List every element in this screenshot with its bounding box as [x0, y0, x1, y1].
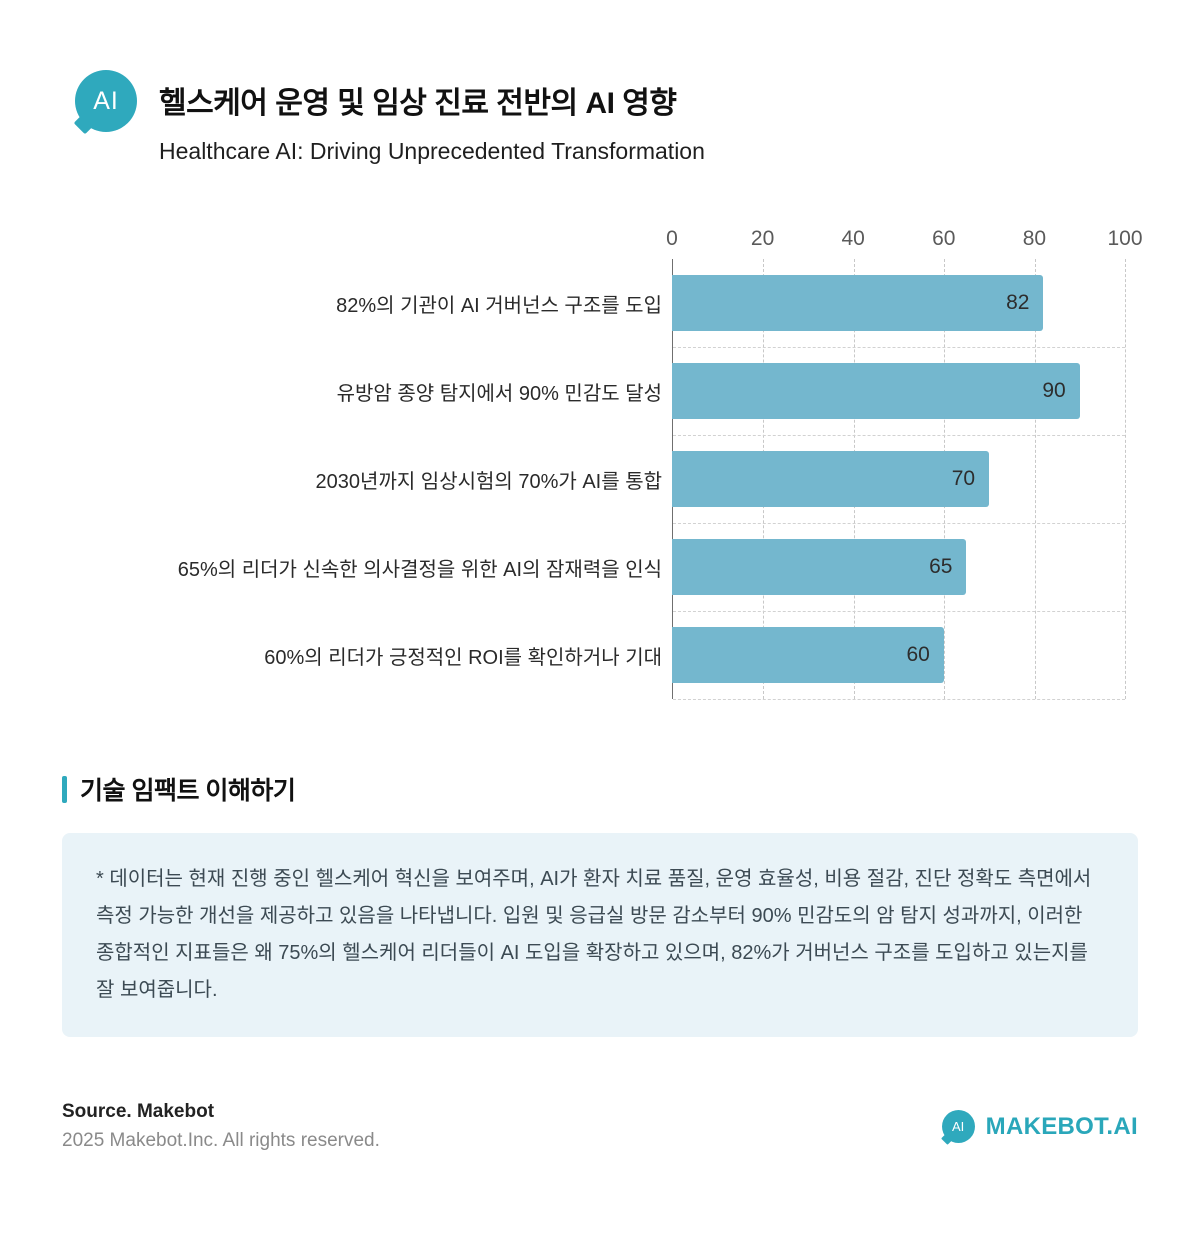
x-tick-label: 80 [1022, 227, 1047, 250]
bar-track: 90 [672, 347, 1125, 435]
chart-row: 82%의 기관이 AI 거버넌스 구조를 도입 82 [62, 259, 1125, 347]
gridline-horizontal [673, 435, 1125, 436]
note-text: * 데이터는 현재 진행 중인 헬스케어 혁신을 보여주며, AI가 환자 치료… [96, 868, 1092, 1001]
source-label: Source. Makebot [62, 1101, 215, 1122]
header-text: 헬스케어 운영 및 임상 진료 전반의 AI 영향 Healthcare AI:… [159, 70, 705, 165]
bar: 65 [672, 539, 967, 595]
bar: 60 [672, 627, 944, 683]
bar-value-label: 82 [1006, 291, 1030, 314]
bar-track: 65 [672, 523, 1125, 611]
category-label: 유방암 종양 탐지에서 90% 민감도 달성 [336, 382, 662, 405]
bar-track: 70 [672, 435, 1125, 523]
copyright-text: 2025 Makebot.Inc. All rights reserved. [62, 1130, 380, 1151]
note-box: * 데이터는 현재 진행 중인 헬스케어 혁신을 보여주며, AI가 환자 치료… [62, 833, 1138, 1037]
ai-logo-text: AI [93, 86, 119, 115]
section-heading: 기술 임팩트 이해하기 [62, 771, 1200, 807]
chart-row: 유방암 종양 탐지에서 90% 민감도 달성 90 [62, 347, 1125, 435]
bar-chart: 0 20 40 60 80 100 82%의 기관이 AI 거버넌스 구조를 도입 82 유방… [0, 227, 1200, 700]
header: AI 헬스케어 운영 및 임상 진료 전반의 AI 영향 Healthcare … [0, 0, 1200, 165]
gridline-horizontal [673, 699, 1125, 700]
bar: 90 [672, 363, 1080, 419]
category-label: 82%의 기관이 AI 거버넌스 구조를 도입 [336, 294, 662, 317]
gridline-horizontal [673, 611, 1125, 612]
bar-track: 60 [672, 611, 1125, 699]
category-label: 65%의 리더가 신속한 의사결정을 위한 AI의 잠재력을 인식 [177, 558, 662, 581]
accent-bar [62, 775, 67, 803]
page-title: 헬스케어 운영 및 임상 진료 전반의 AI 영향 [159, 87, 677, 120]
bar: 82 [672, 275, 1044, 331]
chart-rows: 82%의 기관이 AI 거버넌스 구조를 도입 82 유방암 종양 탐지에서 90%… [62, 259, 1125, 699]
x-tick-label: 60 [932, 227, 956, 250]
gridline-vertical [1034, 259, 1036, 699]
chart-row: 60%의 리더가 긍정적인 ROI를 확인하거나 기대 60 [62, 611, 1125, 699]
gridline-vertical [1125, 259, 1126, 699]
makebot-logo-text: AI [952, 1119, 965, 1134]
chart-row: 2030년까지 임상시험의 70%가 AI를 통합 70 [62, 435, 1125, 523]
brand: AI MAKEBOT.AI [941, 1110, 1138, 1143]
page-subtitle: Healthcare AI: Driving Unprecedented Tra… [159, 138, 705, 164]
bar: 70 [672, 451, 990, 507]
chart-body: 82%의 기관이 AI 거버넌스 구조를 도입 82 유방암 종양 탐지에서 90%… [62, 259, 1126, 700]
bar-value-label: 90 [1042, 379, 1066, 402]
category-label: 60%의 리더가 긍정적인 ROI를 확인하거나 기대 [264, 646, 662, 669]
footer: Source. Makebot 2025 Makebot.Inc. All ri… [62, 1101, 1138, 1152]
section-heading-text: 기술 임팩트 이해하기 [80, 777, 296, 805]
gridline-horizontal [673, 523, 1125, 524]
x-tick-label: 0 [666, 227, 678, 250]
x-axis-ticks: 0 20 40 60 80 100 [666, 227, 1142, 259]
brand-name: MAKEBOT.AI [985, 1112, 1138, 1140]
x-tick-label: 40 [841, 227, 865, 250]
bar-value-label: 65 [929, 555, 953, 578]
bar-value-label: 60 [906, 643, 930, 666]
category-label: 2030년까지 임상시험의 70%가 AI를 통합 [315, 470, 662, 493]
x-tick-label: 20 [750, 227, 775, 250]
footer-left: Source. Makebot 2025 Makebot.Inc. All ri… [62, 1101, 380, 1152]
gridline-horizontal [673, 347, 1125, 348]
ai-logo-icon: AI [75, 70, 137, 132]
bar-value-label: 70 [951, 467, 976, 490]
bar-track: 82 [672, 259, 1125, 347]
chart-row: 65%의 리더가 신속한 의사결정을 위한 AI의 잠재력을 인식 65 [62, 523, 1125, 611]
x-tick-label: 100 [1107, 227, 1143, 250]
makebot-logo-icon: AI [941, 1110, 975, 1143]
